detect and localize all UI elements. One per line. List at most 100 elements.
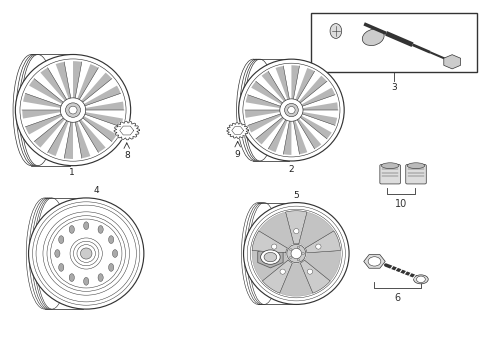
Polygon shape [82, 116, 117, 141]
Text: 5: 5 [294, 190, 299, 199]
Polygon shape [275, 66, 290, 100]
Ellipse shape [249, 203, 279, 305]
Ellipse shape [285, 103, 298, 117]
Ellipse shape [28, 198, 144, 309]
Ellipse shape [362, 29, 384, 46]
Text: 7: 7 [268, 223, 273, 232]
Ellipse shape [381, 163, 399, 168]
Circle shape [264, 252, 277, 262]
Polygon shape [256, 117, 285, 144]
Polygon shape [79, 118, 106, 152]
Ellipse shape [414, 275, 428, 284]
Polygon shape [83, 86, 121, 106]
Polygon shape [22, 110, 62, 118]
Bar [311, 13, 477, 72]
Text: 2: 2 [289, 165, 294, 174]
Ellipse shape [109, 264, 114, 271]
Circle shape [297, 246, 300, 248]
Ellipse shape [29, 198, 65, 309]
Ellipse shape [84, 222, 89, 230]
Ellipse shape [15, 54, 131, 166]
Polygon shape [56, 62, 71, 100]
Polygon shape [84, 112, 123, 127]
Ellipse shape [109, 236, 114, 243]
Ellipse shape [59, 264, 64, 271]
Text: 6: 6 [394, 293, 401, 303]
Polygon shape [64, 121, 73, 159]
Polygon shape [286, 211, 307, 244]
Polygon shape [77, 64, 98, 100]
Polygon shape [23, 93, 62, 108]
Circle shape [302, 253, 304, 255]
Polygon shape [297, 118, 321, 149]
Polygon shape [295, 68, 315, 101]
Polygon shape [245, 110, 281, 118]
Circle shape [416, 276, 425, 283]
FancyBboxPatch shape [406, 165, 426, 184]
Polygon shape [283, 120, 292, 155]
Ellipse shape [271, 244, 277, 249]
Polygon shape [300, 88, 335, 107]
Polygon shape [262, 260, 293, 293]
Polygon shape [298, 76, 327, 104]
Polygon shape [40, 68, 67, 102]
Ellipse shape [246, 203, 278, 305]
Polygon shape [248, 113, 282, 132]
Ellipse shape [19, 54, 53, 166]
Polygon shape [84, 102, 124, 110]
Ellipse shape [98, 226, 103, 233]
Text: 8: 8 [124, 151, 130, 160]
Ellipse shape [60, 98, 86, 122]
Polygon shape [304, 251, 341, 281]
Ellipse shape [280, 99, 303, 121]
Ellipse shape [244, 203, 277, 305]
Ellipse shape [245, 59, 275, 161]
Ellipse shape [66, 103, 80, 117]
Ellipse shape [34, 198, 67, 309]
Ellipse shape [307, 269, 313, 274]
Ellipse shape [69, 106, 77, 114]
Ellipse shape [239, 59, 344, 161]
Polygon shape [48, 120, 69, 156]
Text: 1: 1 [69, 168, 75, 177]
Polygon shape [305, 231, 341, 253]
Polygon shape [34, 117, 66, 148]
Polygon shape [299, 115, 332, 139]
Ellipse shape [288, 107, 295, 114]
Polygon shape [259, 212, 294, 248]
Polygon shape [80, 73, 112, 103]
Polygon shape [227, 123, 248, 138]
Polygon shape [262, 71, 286, 102]
Ellipse shape [55, 249, 60, 257]
Text: 4: 4 [93, 186, 99, 195]
Polygon shape [268, 119, 288, 152]
Text: 9: 9 [235, 150, 241, 159]
Ellipse shape [21, 54, 55, 166]
Ellipse shape [291, 248, 301, 258]
Polygon shape [252, 231, 287, 253]
Polygon shape [245, 95, 281, 108]
Polygon shape [251, 81, 283, 105]
Ellipse shape [84, 278, 89, 285]
Polygon shape [302, 102, 338, 110]
FancyBboxPatch shape [380, 165, 400, 184]
Ellipse shape [80, 248, 92, 259]
Polygon shape [300, 260, 330, 293]
Ellipse shape [59, 236, 64, 243]
Ellipse shape [287, 244, 306, 263]
Polygon shape [73, 61, 82, 99]
Polygon shape [301, 112, 337, 125]
Ellipse shape [316, 244, 321, 249]
Ellipse shape [294, 229, 299, 234]
Ellipse shape [36, 198, 68, 309]
Polygon shape [25, 114, 63, 135]
Polygon shape [114, 121, 140, 140]
Polygon shape [252, 251, 288, 281]
Ellipse shape [16, 54, 52, 166]
Ellipse shape [32, 198, 66, 309]
Circle shape [261, 250, 280, 264]
Ellipse shape [240, 59, 272, 161]
Ellipse shape [244, 203, 349, 305]
Ellipse shape [69, 274, 74, 282]
Ellipse shape [243, 59, 274, 161]
